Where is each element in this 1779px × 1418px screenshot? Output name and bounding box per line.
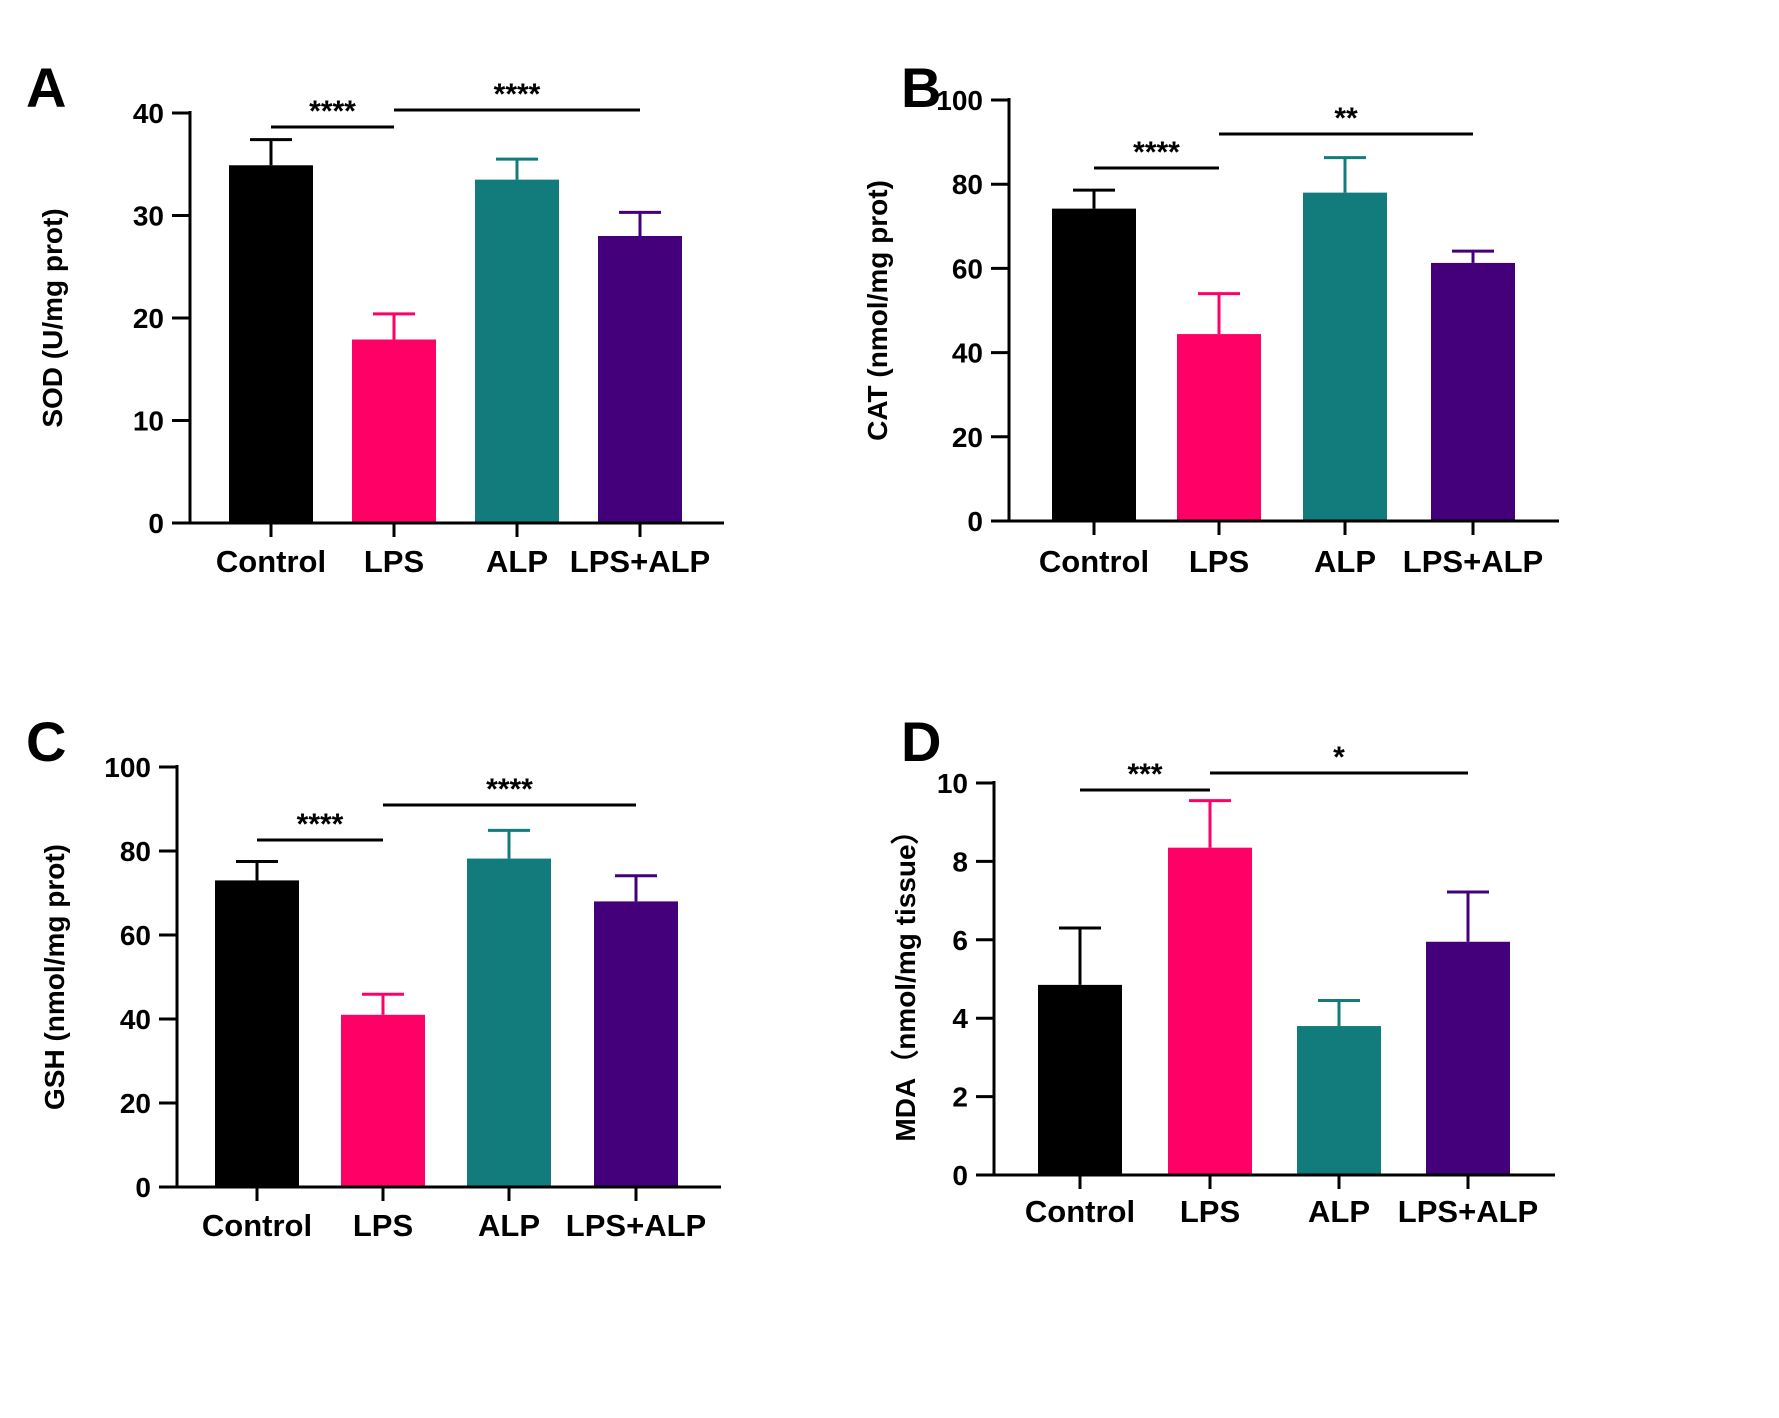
bar-c-0 <box>215 880 299 1187</box>
panel-d: D 0 2 4 6 8 10 Control LPS ALP LPS+ALP MDA（nmol/mg … <box>889 709 1778 1418</box>
panel-c-chart: C 0 20 40 60 80 100 Control LPS ALP LPS+ALP GSH (nm… <box>26 710 721 1243</box>
panel-b-chart: B 0 20 40 60 80 100 Control LPS ALP LPS+ALP CAT (nm… <box>862 56 1559 579</box>
x-tick-label-d: LPS+ALP <box>1398 1194 1538 1229</box>
y-tick-label-c: 80 <box>120 836 151 867</box>
x-tick-label-c: Control <box>202 1208 312 1243</box>
y-tick-label-d: 4 <box>952 1003 968 1034</box>
x-tick-label-a: LPS+ALP <box>570 544 710 579</box>
bar-b-1 <box>1177 334 1261 521</box>
y-tick-label-c: 40 <box>120 1004 151 1035</box>
y-tick-label-a: 10 <box>133 406 164 437</box>
significance-label-b-1: ** <box>1334 102 1358 135</box>
bar-a-3 <box>598 236 682 523</box>
significance-label-d-1: * <box>1333 741 1345 774</box>
y-tick-label-d: 2 <box>952 1082 968 1113</box>
y-tick-label-b: 60 <box>952 253 983 284</box>
y-axis-title-d: MDA（nmol/mg tissue） <box>889 816 921 1141</box>
panel-letter-d: D <box>901 710 941 773</box>
panel-d-chart: D 0 2 4 6 8 10 Control LPS ALP LPS+ALP MDA（nmol/mg … <box>889 710 1555 1229</box>
x-tick-label-a: LPS <box>364 544 424 579</box>
y-tick-label-c: 60 <box>120 920 151 951</box>
significance-label-b-0: **** <box>1133 136 1180 169</box>
y-tick-label-d: 8 <box>952 846 968 877</box>
significance-label-c-1: **** <box>486 773 533 806</box>
y-tick-label-c: 100 <box>104 752 151 783</box>
y-tick-label-d: 10 <box>937 768 968 799</box>
panel-letter-a: A <box>26 56 66 119</box>
bar-a-2 <box>475 179 559 523</box>
y-axis-title-c: GSH (nmol/mg prot) <box>39 844 70 1110</box>
bar-d-1 <box>1168 847 1252 1175</box>
x-tick-label-b: LPS <box>1189 544 1249 579</box>
bar-d-0 <box>1038 984 1122 1175</box>
bar-c-2 <box>467 858 551 1187</box>
bar-c-1 <box>341 1014 425 1187</box>
significance-label-a-1: **** <box>494 78 541 111</box>
x-tick-label-d: LPS <box>1180 1194 1240 1229</box>
bar-b-2 <box>1303 192 1387 521</box>
y-tick-label-b: 0 <box>967 506 983 537</box>
bar-b-3 <box>1431 262 1515 521</box>
bar-d-2 <box>1297 1026 1381 1175</box>
y-tick-label-b: 100 <box>936 85 983 116</box>
y-tick-label-a: 40 <box>133 98 164 129</box>
x-tick-label-c: LPS+ALP <box>566 1208 706 1243</box>
y-tick-label-a: 0 <box>148 508 164 539</box>
y-axis-title-a: SOD (U/mg prot) <box>37 208 68 427</box>
y-tick-label-b: 40 <box>952 338 983 369</box>
y-tick-label-a: 30 <box>133 201 164 232</box>
x-tick-label-a: Control <box>216 544 326 579</box>
x-tick-label-b: LPS+ALP <box>1403 544 1543 579</box>
significance-label-c-0: **** <box>297 808 344 841</box>
x-tick-label-b: ALP <box>1314 544 1376 579</box>
significance-label-a-0: **** <box>309 95 356 128</box>
x-tick-label-c: ALP <box>478 1208 540 1243</box>
y-tick-label-a: 20 <box>133 303 164 334</box>
y-tick-label-b: 20 <box>952 422 983 453</box>
y-tick-label-c: 0 <box>135 1172 151 1203</box>
x-tick-label-d: Control <box>1025 1194 1135 1229</box>
x-tick-label-a: ALP <box>486 544 548 579</box>
panel-c: C 0 20 40 60 80 100 Control LPS ALP LPS+ALP GSH (nm… <box>0 709 889 1418</box>
significance-label-d-0: *** <box>1127 758 1162 791</box>
panel-a: A 0 10 20 30 40 Control LPS ALP LPS+ALP SOD (U/mg … <box>0 0 889 709</box>
y-tick-label-c: 20 <box>120 1088 151 1119</box>
y-tick-label-d: 6 <box>952 925 968 956</box>
x-tick-label-d: ALP <box>1308 1194 1370 1229</box>
x-tick-label-b: Control <box>1039 544 1149 579</box>
panel-a-chart: A 0 10 20 30 40 Control LPS ALP LPS+ALP SOD (U/mg … <box>26 56 724 579</box>
y-tick-label-b: 80 <box>952 169 983 200</box>
x-tick-label-c: LPS <box>353 1208 413 1243</box>
y-tick-label-d: 0 <box>952 1160 968 1191</box>
bar-c-3 <box>594 901 678 1187</box>
bar-a-0 <box>229 165 313 523</box>
bar-d-3 <box>1426 941 1510 1175</box>
panel-letter-c: C <box>26 710 66 773</box>
panel-letter-b: B <box>901 56 941 119</box>
bar-b-0 <box>1052 208 1136 522</box>
bar-a-1 <box>352 339 436 523</box>
panel-b: B 0 20 40 60 80 100 Control LPS ALP LPS+ALP CAT (nm… <box>862 0 1778 709</box>
y-axis-title-b: CAT (nmol/mg prot) <box>862 180 893 441</box>
